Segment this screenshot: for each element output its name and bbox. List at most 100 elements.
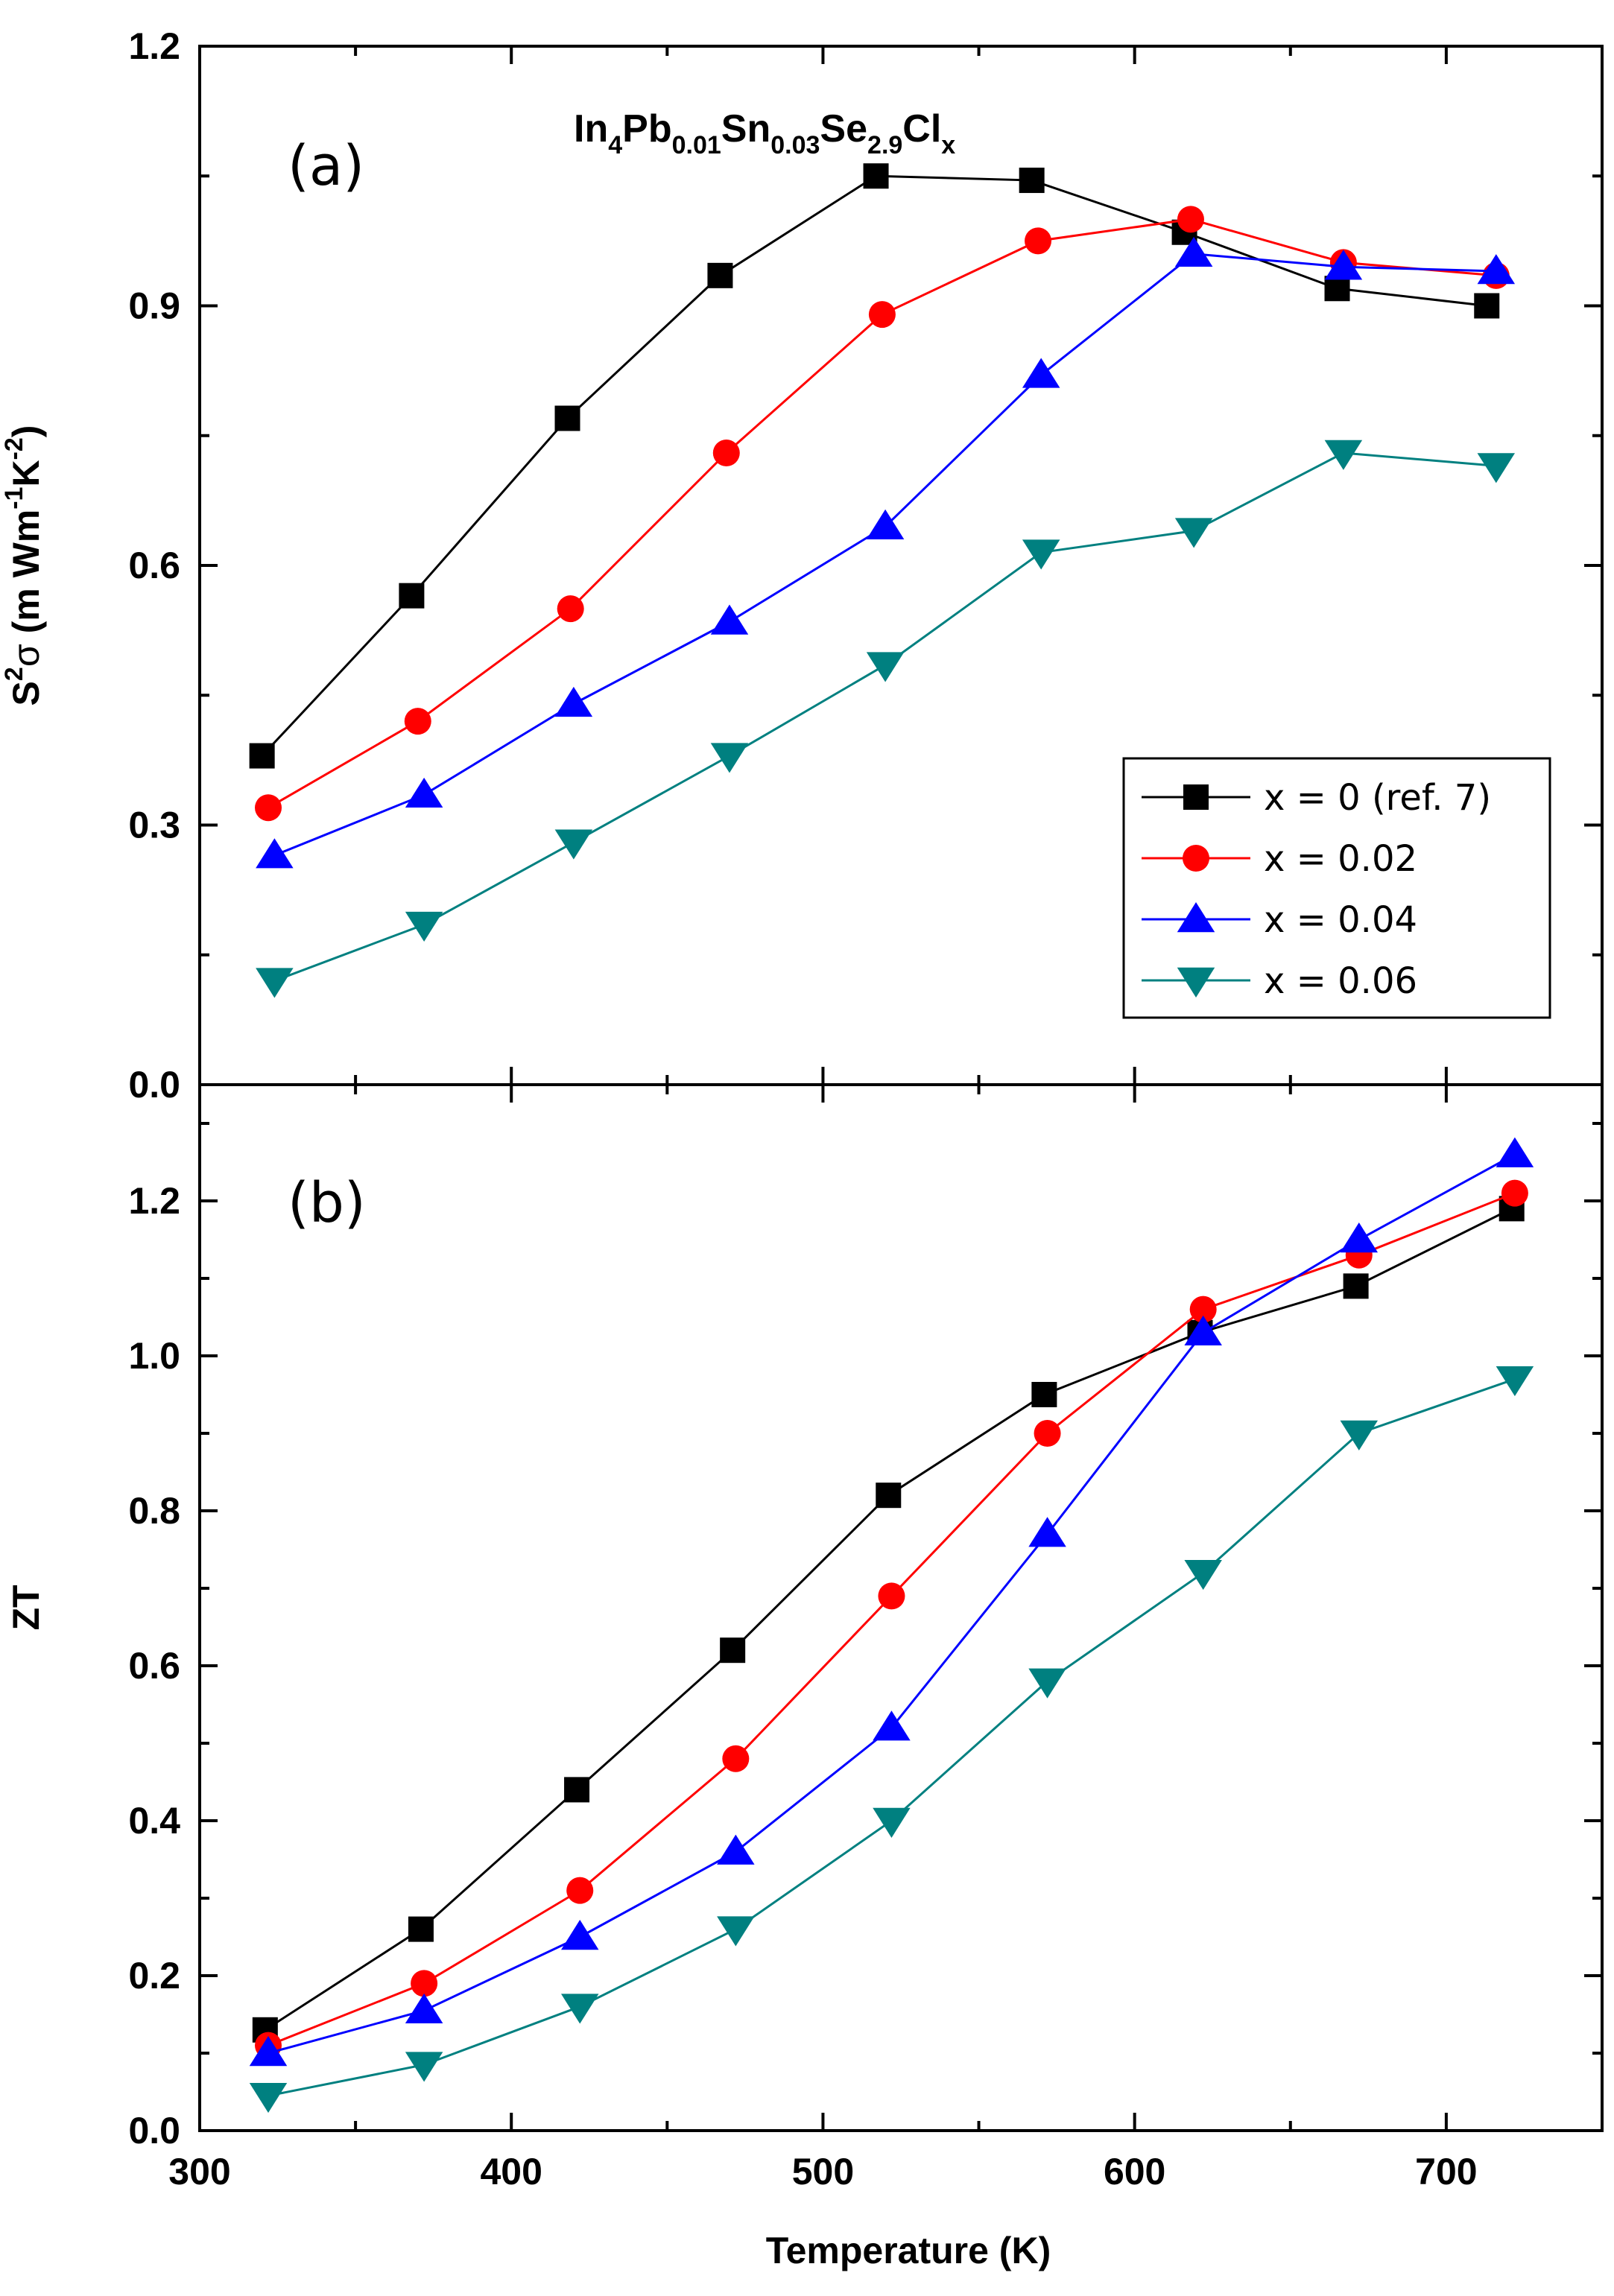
panel-b-series-1-point bbox=[411, 1970, 438, 1997]
panel-a-series-2-point bbox=[1324, 250, 1363, 280]
formula-part: 4 bbox=[608, 131, 622, 159]
formula-part: 0.01 bbox=[672, 131, 721, 159]
panel-a: 0.00.30.60.91.2(a)S2σ (m Wm-1K-2)In4Pb0.… bbox=[0, 25, 1604, 1106]
ylabel-part: K bbox=[5, 460, 47, 486]
panel-a-series-0-point bbox=[1474, 293, 1500, 319]
panel-b-series-3-point bbox=[1496, 1366, 1534, 1397]
panel-b-series-3-point bbox=[1340, 1420, 1379, 1450]
panel-b-series-2-point bbox=[717, 1834, 755, 1865]
panel-b-series-2-point bbox=[560, 1920, 599, 1950]
panel-b-ytick-label: 0.6 bbox=[128, 1645, 180, 1687]
panel-b-ytick-label: 1.2 bbox=[128, 1180, 180, 1222]
panel-a-series-3 bbox=[256, 440, 1516, 998]
legend-entry: x = 0 (ref. 7) bbox=[1264, 777, 1491, 819]
panel-a-series-2-point bbox=[405, 777, 443, 808]
panel-a-ytick-label: 0.3 bbox=[128, 805, 180, 846]
panel-a-series-2-point bbox=[710, 604, 749, 635]
panel-b-series-3-point bbox=[1184, 1559, 1222, 1591]
panel-b-series-1-point bbox=[1034, 1420, 1061, 1447]
panel-b-series-3 bbox=[249, 1366, 1534, 2113]
xlabel: Temperature (K) bbox=[766, 2230, 1051, 2271]
panel-a-series-1-point bbox=[255, 794, 282, 822]
formula-part: Se bbox=[820, 107, 867, 150]
panel-b-series-3-point bbox=[1028, 1668, 1066, 1699]
panel-b-series-3-point bbox=[873, 1807, 911, 1838]
panel-b-series-2-point bbox=[249, 2036, 288, 2067]
panel-b-series-1-point bbox=[1501, 1179, 1528, 1207]
panel-a-series-1-point bbox=[404, 708, 431, 735]
panel-a-series-2-point bbox=[256, 838, 294, 869]
formula-part: Pb bbox=[622, 107, 671, 150]
panel-a-label: (a) bbox=[288, 134, 364, 198]
xtick-label: 700 bbox=[1415, 2151, 1477, 2192]
legend: x = 0 (ref. 7) x = 0.02 x = 0.04 x = 0.06 bbox=[1122, 757, 1551, 1019]
panel-b-series-0 bbox=[252, 1196, 1525, 2043]
panel-b-series-0-point bbox=[876, 1482, 902, 1509]
legend-entry: x = 0.04 bbox=[1264, 899, 1417, 941]
xtick-label: 300 bbox=[168, 2151, 230, 2192]
panel-a-series-0-point bbox=[1019, 168, 1045, 194]
panel-a-series-0-point bbox=[399, 583, 425, 609]
panel-b-series-1-point bbox=[566, 1877, 594, 1904]
panel-b-series-2-point bbox=[1184, 1315, 1222, 1346]
panel-a-series-3-point bbox=[1022, 539, 1060, 570]
legend-marker bbox=[1177, 902, 1215, 933]
formula-part: 0.03 bbox=[770, 131, 820, 159]
legend-marker bbox=[1177, 967, 1215, 998]
panel-a-ytick-label: 1.2 bbox=[128, 25, 180, 67]
panel-b-series-3-point bbox=[717, 1916, 755, 1947]
legend-marker bbox=[1183, 784, 1209, 810]
xtick-label: 400 bbox=[481, 2151, 542, 2192]
ylabel-part: -1 bbox=[0, 487, 28, 510]
ylabel-part: S bbox=[5, 681, 47, 705]
panel-b-label: (b) bbox=[288, 1171, 366, 1235]
panel-b-series-1 bbox=[255, 1179, 1528, 2059]
panel-b-series-2-point bbox=[1028, 1517, 1066, 1547]
panel-b-ytick-label: 0.2 bbox=[128, 1955, 180, 1997]
panel-a-series-0-point bbox=[1324, 276, 1350, 302]
panel-b-series-0-line bbox=[265, 1208, 1513, 2032]
x-axis: 300 400 500 600 700 Temperature (K) bbox=[168, 2151, 1477, 2271]
formula-part: In bbox=[574, 107, 608, 150]
panel-a-series-1 bbox=[255, 206, 1510, 822]
panel-a-series-0 bbox=[249, 163, 1500, 769]
panel-b-series-2 bbox=[249, 1137, 1534, 2067]
panel-a-series-1-point bbox=[557, 595, 584, 623]
panel-a-series-1-point bbox=[712, 439, 740, 466]
panel-a-series-0-point bbox=[554, 405, 580, 431]
panel-b-series-0-point bbox=[1031, 1382, 1057, 1407]
legend-entry: x = 0.06 bbox=[1264, 960, 1417, 1002]
panel-b-series-0-point bbox=[1343, 1273, 1369, 1299]
panel-b-series-2-point bbox=[1340, 1222, 1379, 1253]
panel-a-series-3-point bbox=[1477, 453, 1516, 483]
panel-a-series-3-point bbox=[256, 968, 294, 998]
ylabel-part: -2 bbox=[0, 437, 28, 460]
formula-part: Sn bbox=[721, 107, 770, 150]
panel-b-series-1-point bbox=[1189, 1296, 1217, 1323]
panel-b-ytick-label: 0.8 bbox=[128, 1490, 180, 1532]
panel-a-series-1-point bbox=[1025, 227, 1052, 255]
panel-b-ytick-label: 0.4 bbox=[128, 1800, 180, 1842]
panel-b-series-3-point bbox=[560, 1994, 599, 2024]
formula-label: In4Pb0.01Sn0.03Se2.9Clx bbox=[574, 107, 955, 159]
panel-a-series-2-point bbox=[554, 686, 593, 717]
formula-part: 2.9 bbox=[867, 131, 902, 159]
panel-b-series-0-point bbox=[564, 1777, 590, 1803]
ylabel-part: ) bbox=[5, 425, 47, 438]
panel-a-series-3-point bbox=[1324, 440, 1363, 470]
panel-b-series-1-point bbox=[722, 1745, 750, 1772]
panel-b-series-2-point bbox=[873, 1710, 911, 1741]
panel-a-ylabel: S2σ (m Wm-1K-2) bbox=[0, 425, 47, 706]
panel-a-series-0-point bbox=[707, 262, 733, 288]
panel-b-series-0-point bbox=[408, 1916, 434, 1942]
panel-a-series-0-point bbox=[863, 163, 889, 189]
legend-entry: x = 0.02 bbox=[1264, 838, 1417, 880]
panel-a-series-2 bbox=[256, 236, 1516, 869]
ylabel-part: 2 bbox=[0, 667, 28, 681]
panel-a-series-3-point bbox=[866, 652, 905, 682]
panel-b-ylabel: ZT bbox=[5, 1585, 47, 1630]
panel-a-ytick-label: 0.0 bbox=[128, 1064, 180, 1106]
panel-b: 0.0 0.2 0.4 0.6 0.8 1.0 1.2 (b) ZT bbox=[5, 1083, 1604, 2151]
panel-a-series-3-point bbox=[710, 743, 749, 773]
